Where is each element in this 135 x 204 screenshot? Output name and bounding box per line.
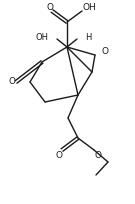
Text: O: O [46,2,53,11]
Text: OH: OH [82,2,96,11]
Text: O: O [94,151,102,160]
Text: H: H [85,32,91,41]
Text: O: O [9,78,16,86]
Text: O: O [55,151,63,160]
Text: OH: OH [36,32,49,41]
Text: O: O [101,48,108,57]
